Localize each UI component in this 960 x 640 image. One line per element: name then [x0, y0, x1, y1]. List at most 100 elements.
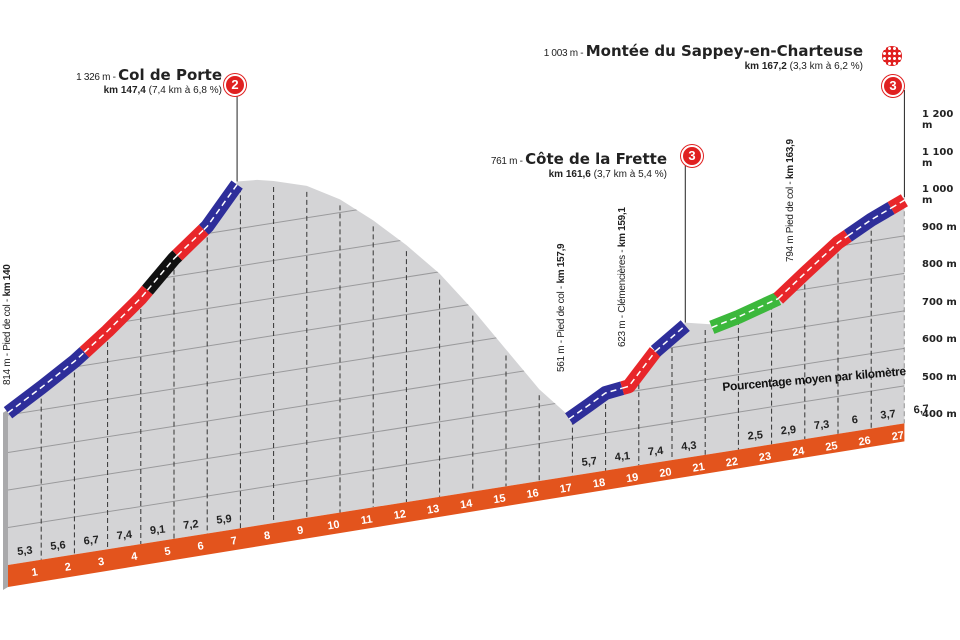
km-label: 3 [97, 556, 105, 569]
gradient-label: 5,3 [17, 545, 33, 559]
km-label: 26 [858, 435, 872, 449]
km-label: 5 [164, 545, 172, 558]
y-axis-tick-label: 800 m [922, 259, 957, 271]
y-axis-tick-label: 1 000 m [922, 184, 954, 207]
elevation-gridline [8, 347, 905, 491]
annotation-km: km 163,9 [785, 139, 796, 180]
climb-altitude: 1 326 m - [76, 72, 119, 83]
climb-name: Côte de la Frette [525, 150, 667, 168]
km-label: 8 [263, 530, 271, 543]
km-label: 4 [130, 550, 139, 563]
km-label: 25 [825, 440, 839, 454]
km-label: 13 [426, 503, 440, 517]
km-label: 7 [230, 535, 238, 548]
road-centerline [568, 387, 623, 420]
climb-km: km 147,4 [103, 85, 146, 96]
gradient-label: 4,3 [681, 440, 697, 454]
y-axis-tick-label: 600 m [922, 334, 957, 346]
profile-side-face [3, 409, 8, 590]
gradient-label: 7,4 [647, 445, 664, 459]
finish-flag-icon [882, 46, 902, 66]
annotation-km: km 159,1 [617, 207, 628, 248]
road-centerline [847, 207, 892, 237]
gridlines [8, 179, 905, 560]
annotation-text: 794 m Pied de col - [785, 179, 796, 262]
km-label: 21 [692, 461, 706, 475]
km-label: 12 [393, 508, 407, 522]
annotation-km: km 140 [2, 264, 13, 297]
elevation-gridline [8, 310, 905, 453]
climb-label-cote-de-la-frette: 761 m - Côte de la Frette km 161,6 (3,7 … [491, 150, 667, 180]
km-label: 17 [559, 482, 573, 496]
gradient-label: 9,1 [149, 524, 165, 538]
climb-altitude: 761 m - [490, 156, 526, 167]
road-centerline [146, 254, 178, 291]
road-centerline [83, 289, 149, 353]
gradient-label: 4,1 [614, 450, 630, 464]
annotation-clemencieres: 623 m - Clémencières - km 159,1 [617, 207, 628, 347]
km-label: 20 [659, 466, 673, 480]
annotation-text: 623 m - Clémencières - [617, 247, 628, 347]
climb-label-col-de-porte: 1 326 m - Col de Porte km 147,4 (7,4 km … [76, 66, 222, 96]
elevation-gridline [8, 179, 905, 266]
km-label: 16 [526, 487, 540, 501]
climb-name: Col de Porte [118, 66, 222, 84]
y-axis-tick-label: 700 m [922, 296, 957, 308]
gradient-label: 6 [851, 414, 858, 427]
elevation-gridline [8, 179, 905, 303]
km-label: 6 [197, 540, 205, 553]
road-centerline [621, 350, 656, 389]
annotation-foot-col-de-porte: 814 m - Pied de col - km 140 [2, 264, 13, 385]
km-label: 9 [296, 524, 304, 537]
climb-detail: (3,7 km à 5,4 %) [590, 169, 667, 180]
road-centerline [7, 351, 85, 414]
road-centerline [890, 199, 905, 209]
km-label: 10 [327, 519, 341, 533]
annotation-foot-sappey: 794 m Pied de col - km 163,9 [785, 139, 796, 262]
km-label: 2 [64, 561, 72, 574]
km-label: 23 [758, 450, 772, 464]
climb-detail: (3,3 km à 6,2 %) [786, 61, 863, 72]
km-label: 19 [625, 471, 639, 485]
annotation-text: 561 m - Pied de col - [556, 283, 567, 372]
gradient-label: 6,7 [913, 403, 929, 417]
category-3-marker: 3 [681, 145, 703, 167]
climb-detail: (7,4 km à 6,8 %) [145, 85, 222, 96]
category-3-marker: 3 [882, 75, 904, 97]
gradient-label: 6,7 [83, 534, 99, 548]
y-axis-tick-label: 900 m [922, 221, 957, 233]
annotation-km: km 157,9 [556, 243, 567, 284]
climb-km: km 167,2 [744, 61, 787, 72]
elevation-gridline [8, 385, 905, 528]
road-centerline [203, 184, 238, 231]
climb-label-montee-du-sappey: 1 003 m - Montée du Sappey-en-Charteuse … [544, 42, 863, 72]
km-label: 27 [891, 429, 905, 443]
km-label: 14 [459, 498, 474, 512]
annotation-foot-frette: 561 m - Pied de col - km 157,9 [556, 244, 567, 372]
y-axis-tick-label: 400 m [922, 409, 957, 421]
climb-name: Montée du Sappey-en-Charteuse [585, 42, 863, 60]
gradient-label: 5,9 [216, 513, 232, 527]
category-2-marker: 2 [224, 74, 246, 96]
climb-km: km 161,6 [548, 169, 591, 180]
road-centerline [654, 325, 686, 352]
climb-road-segment [709, 292, 782, 334]
km-label: 11 [360, 513, 373, 527]
gradient-label: 7,3 [813, 419, 829, 433]
km-label: 1 [31, 566, 39, 579]
gradient-label: 5,6 [50, 539, 66, 553]
road-centerline [176, 229, 205, 256]
climb-altitude: 1 003 m - [543, 48, 586, 59]
gradient-label: 2,5 [747, 429, 763, 443]
climb-road-segment [773, 229, 852, 304]
profile-area [8, 179, 905, 565]
km-label: 22 [725, 456, 739, 470]
gradient-label: 5,7 [581, 455, 597, 469]
y-axis-tick-label: 500 m [922, 371, 957, 383]
km-label: 15 [493, 492, 507, 506]
km-label: 18 [592, 477, 606, 491]
gradient-label: 7,4 [116, 529, 133, 543]
gradient-label: 7,2 [183, 518, 199, 532]
y-axis-tick-label: 1 200 m [922, 109, 954, 132]
